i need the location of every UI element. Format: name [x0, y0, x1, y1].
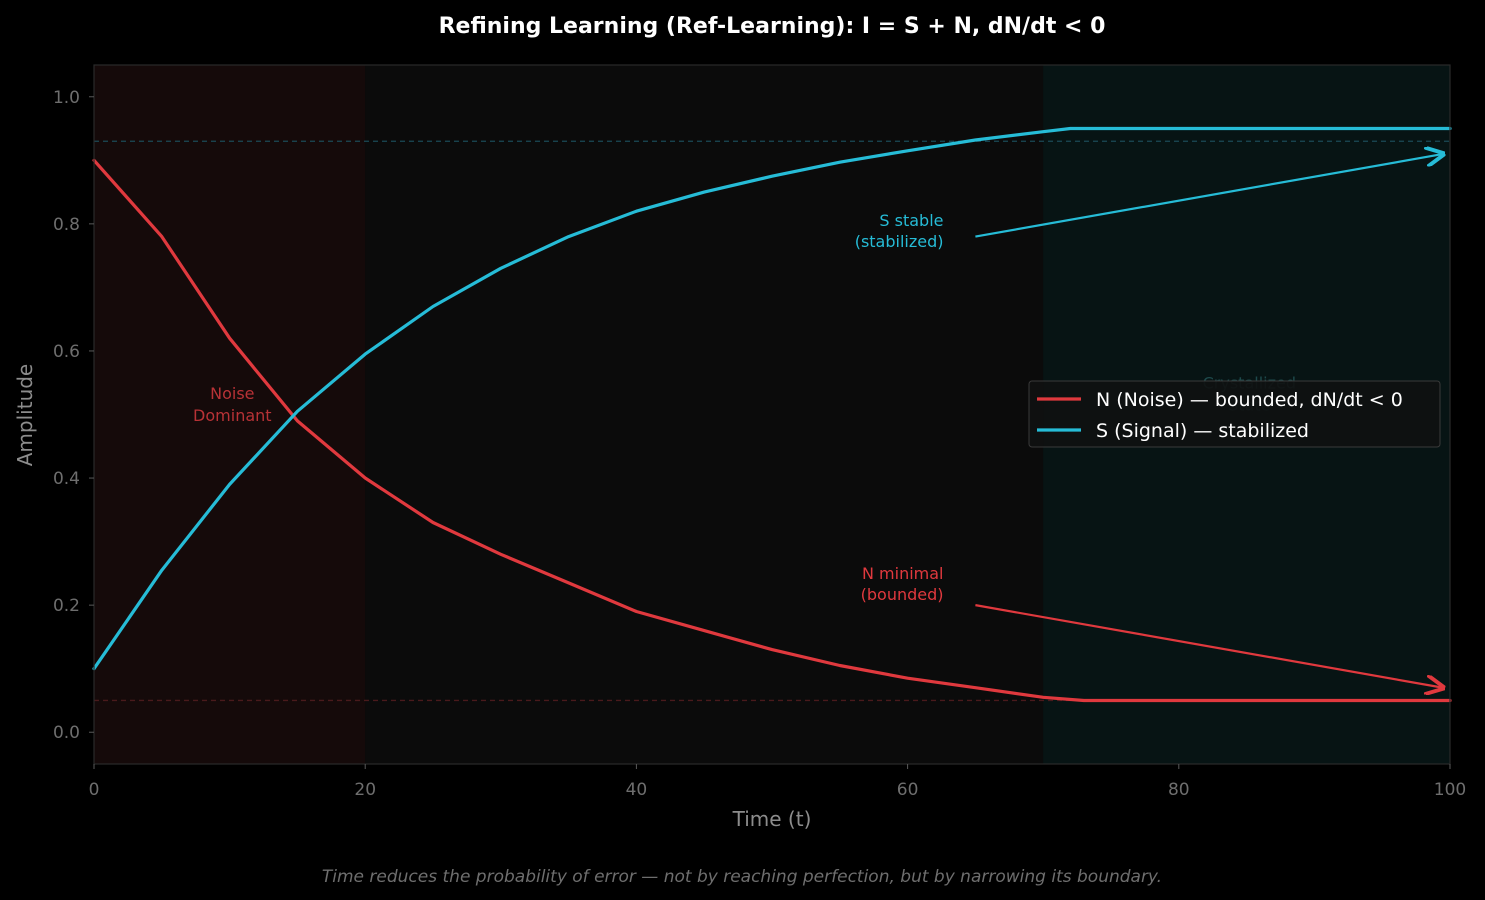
x-tick-label: 0 [89, 780, 100, 800]
annotation-arrow-0 [975, 154, 1443, 238]
y-tick-label: 0.6 [53, 342, 80, 362]
series-group [92, 126, 1452, 703]
annotation-label-0: S stable (stabilized) [855, 211, 944, 251]
x-tick-label: 80 [1168, 780, 1190, 800]
plot-frame [93, 64, 1451, 765]
region-group: NoiseDominantCrystallizedState [94, 65, 1450, 764]
y-axis-label: Amplitude [13, 364, 37, 467]
y-tick-label: 0.8 [53, 215, 80, 235]
legend-box [1028, 380, 1441, 448]
series-line-noise [92, 158, 1452, 703]
x-axis: 0 20 40 60 80 100 [89, 764, 1466, 800]
footnote: Time reduces the probability of error — … [322, 867, 1162, 887]
legend: N (Noise) — bounded, dN/dt < 0 S (Signal… [1028, 380, 1441, 448]
y-tick-label: 0.2 [53, 596, 80, 616]
x-tick-label: 60 [897, 780, 919, 800]
legend-label-noise: N (Noise) — bounded, dN/dt < 0 [1096, 389, 1403, 411]
region-label-0: Noise Dominant [193, 384, 272, 425]
x-axis-label: Time (t) [732, 807, 812, 831]
annotation-group: S stable (stabilized) N minimal (bounded) [855, 154, 1444, 688]
annotation-arrow-1 [975, 604, 1443, 688]
y-axis: 0.0 0.2 0.4 0.6 0.8 1.0 [53, 88, 94, 743]
series-line-signal [92, 126, 1452, 671]
legend-label-signal: S (Signal) — stabilized [1096, 420, 1309, 442]
y-tick-label: 0.4 [53, 469, 80, 489]
annotation-label-1: N minimal (bounded) [861, 564, 944, 604]
region-band-1 [365, 65, 1044, 764]
y-tick-label: 1.0 [53, 88, 80, 108]
y-tick-label: 0.0 [53, 723, 80, 743]
x-tick-label: 100 [1434, 780, 1466, 800]
x-tick-label: 20 [354, 780, 376, 800]
x-tick-label: 40 [626, 780, 648, 800]
region-band-0 [94, 65, 366, 764]
chart-title: Refining Learning (Ref-Learning): I = S … [439, 14, 1106, 39]
